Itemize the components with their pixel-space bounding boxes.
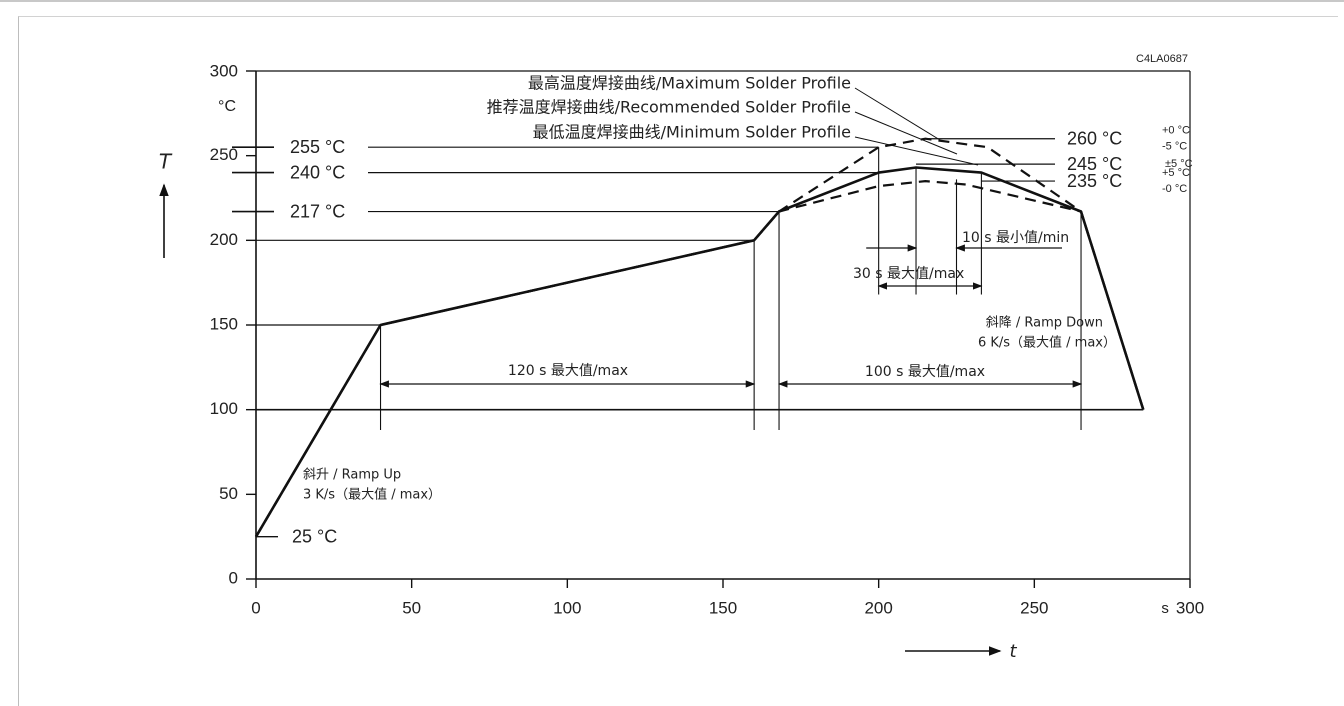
marker-tolerance-top: +5 °C [1162, 167, 1190, 179]
figure-id-label: C4LA0687 [1136, 53, 1188, 65]
y-tick-label: 300 [210, 61, 238, 80]
y-unit-label: °C [218, 98, 236, 115]
span-label: 120 s 最大值/max [508, 363, 628, 379]
x-tick-label: 150 [709, 598, 737, 617]
span-label: 10 s 最小值/min [962, 230, 1069, 246]
legend-label-maximum: 最高温度焊接曲线/Maximum Solder Profile [528, 74, 851, 93]
marker-tolerance-top: +0 °C [1162, 125, 1190, 137]
x-tick-label: 0 [251, 598, 260, 617]
marker-label-right: 260 °C [1067, 128, 1122, 148]
x-tick-label: 50 [402, 598, 421, 617]
y-tick-label: 200 [210, 230, 238, 249]
y-tick-label: 150 [210, 314, 238, 333]
y-symbol-label: T [159, 150, 173, 174]
marker-label-left: 240 °C [290, 162, 345, 182]
marker-tolerance-bottom: -5 °C [1162, 141, 1187, 153]
marker-tolerance-bottom: -0 °C [1162, 183, 1187, 195]
legend-leader-line [855, 88, 940, 140]
legend-label-recommended: 推荐温度焊接曲线/Recommended Solder Profile [487, 98, 851, 117]
y-tick-label: 250 [210, 145, 238, 164]
y-tick-label: 100 [210, 399, 238, 418]
span-label: 30 s 最大值/max [853, 266, 964, 282]
marker-label-left: 25 °C [292, 526, 337, 546]
ramp-up-label: 斜升 / Ramp Up [303, 468, 401, 483]
marker-label-left: 217 °C [290, 201, 345, 221]
x-tick-label: 300 [1176, 598, 1204, 617]
y-tick-label: 50 [219, 484, 238, 503]
ramp-up-rate-label: 3 K/s（最大值 / max） [303, 487, 441, 503]
marker-label-left: 255 °C [290, 137, 345, 157]
x-tick-label: 250 [1020, 598, 1048, 617]
x-symbol-label: t [1009, 641, 1017, 662]
marker-label-right: 235 °C [1067, 171, 1122, 191]
span-label: 100 s 最大值/max [865, 364, 985, 380]
x-tick-label: 100 [553, 598, 581, 617]
y-tick-label: 0 [229, 568, 238, 587]
x-unit-label: s [1161, 600, 1169, 617]
x-tick-label: 200 [864, 598, 892, 617]
ramp-down-label: 斜降 / Ramp Down [986, 316, 1103, 331]
legend-label-minimum: 最低温度焊接曲线/Minimum Solder Profile [533, 123, 851, 142]
ramp-down-rate-label: 6 K/s（最大值 / max） [978, 335, 1116, 351]
